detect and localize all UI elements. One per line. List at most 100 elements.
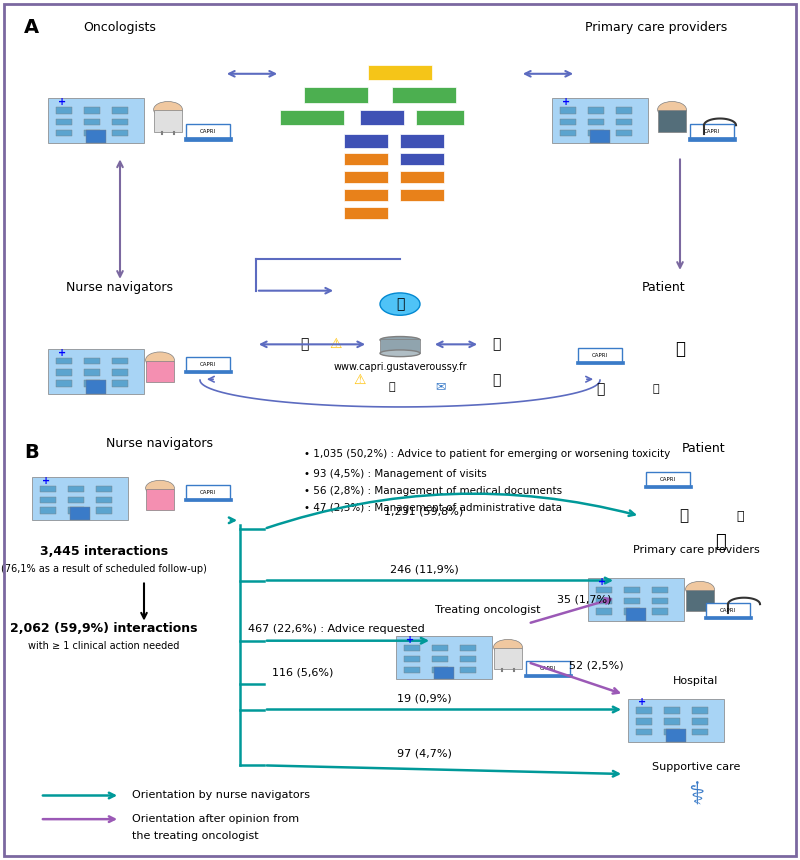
Bar — [652, 587, 668, 593]
Bar — [432, 655, 448, 662]
Bar — [692, 718, 708, 724]
Text: 🏠: 🏠 — [596, 382, 604, 396]
Bar — [400, 188, 444, 201]
Text: Supportive care: Supportive care — [652, 762, 740, 771]
Text: • 56 (2,8%) : Management of medical documents: • 56 (2,8%) : Management of medical docu… — [304, 486, 562, 496]
Bar — [692, 729, 708, 735]
Text: +: + — [598, 577, 606, 587]
Text: 👤: 👤 — [675, 340, 685, 358]
Circle shape — [154, 101, 182, 118]
Bar — [40, 507, 56, 513]
Circle shape — [380, 293, 420, 316]
Bar — [432, 666, 448, 673]
Bar — [112, 358, 128, 365]
Text: ✉: ✉ — [434, 380, 446, 393]
Bar — [380, 339, 420, 353]
FancyBboxPatch shape — [552, 98, 648, 143]
Bar — [596, 587, 612, 593]
Text: Primary care providers: Primary care providers — [633, 544, 759, 555]
FancyBboxPatch shape — [628, 698, 724, 741]
Text: Orientation by nurse navigators: Orientation by nurse navigators — [132, 790, 310, 801]
Text: 467 (22,6%) : Advice requested: 467 (22,6%) : Advice requested — [248, 624, 424, 635]
Text: CAPRI: CAPRI — [720, 608, 736, 613]
Circle shape — [494, 640, 522, 655]
Bar — [68, 486, 84, 492]
FancyBboxPatch shape — [524, 674, 572, 678]
Text: CAPRI: CAPRI — [200, 362, 216, 367]
Bar — [344, 153, 388, 165]
Text: CAPRI: CAPRI — [592, 353, 608, 358]
Text: ⚠: ⚠ — [330, 337, 342, 352]
Bar — [596, 598, 612, 604]
FancyBboxPatch shape — [154, 110, 182, 132]
Bar — [636, 718, 652, 724]
Bar — [432, 645, 448, 652]
Bar — [112, 130, 128, 137]
FancyBboxPatch shape — [690, 125, 734, 139]
FancyBboxPatch shape — [186, 125, 230, 139]
Circle shape — [658, 101, 686, 118]
Bar — [40, 486, 56, 492]
Bar — [460, 645, 476, 652]
Bar — [56, 130, 72, 137]
FancyBboxPatch shape — [658, 110, 686, 132]
Bar — [112, 369, 128, 376]
Bar — [84, 119, 100, 126]
Text: ⚕: ⚕ — [688, 781, 704, 810]
FancyBboxPatch shape — [396, 636, 492, 679]
Bar — [84, 369, 100, 376]
Bar — [626, 609, 646, 621]
Bar — [416, 109, 464, 126]
Bar — [404, 666, 420, 673]
Bar — [652, 598, 668, 604]
FancyBboxPatch shape — [48, 98, 144, 143]
Bar — [112, 119, 128, 126]
Bar — [70, 507, 90, 520]
Bar — [112, 380, 128, 387]
FancyBboxPatch shape — [184, 138, 232, 141]
Bar — [616, 108, 632, 114]
Text: 🔒: 🔒 — [492, 373, 500, 387]
Text: Orientation after opinion from: Orientation after opinion from — [132, 814, 299, 824]
Bar — [400, 134, 444, 148]
Bar — [692, 707, 708, 714]
Ellipse shape — [380, 350, 420, 357]
Bar — [56, 380, 72, 387]
Text: CAPRI: CAPRI — [660, 477, 676, 482]
Text: 116 (5,6%): 116 (5,6%) — [272, 667, 334, 678]
Bar — [56, 108, 72, 114]
Text: B: B — [24, 443, 38, 462]
Text: • 93 (4,5%) : Management of visits: • 93 (4,5%) : Management of visits — [304, 469, 486, 479]
Text: 📞: 📞 — [389, 382, 395, 392]
Text: 🌐: 🌐 — [396, 297, 404, 311]
Bar — [588, 119, 604, 126]
Bar — [664, 718, 680, 724]
Bar — [56, 119, 72, 126]
Bar — [56, 358, 72, 365]
Text: +: + — [562, 97, 570, 108]
Bar — [96, 496, 112, 503]
Bar — [666, 729, 686, 741]
Bar — [96, 507, 112, 513]
Text: 19 (0,9%): 19 (0,9%) — [397, 693, 451, 703]
Bar — [112, 108, 128, 114]
Bar — [84, 358, 100, 365]
Text: the treating oncologist: the treating oncologist — [132, 832, 258, 841]
Bar — [596, 609, 612, 615]
FancyBboxPatch shape — [48, 349, 144, 394]
Bar — [404, 655, 420, 662]
Bar — [636, 729, 652, 735]
Bar — [400, 153, 444, 165]
Text: +: + — [406, 635, 414, 645]
Circle shape — [146, 352, 174, 368]
FancyBboxPatch shape — [644, 484, 692, 488]
Text: CAPRI: CAPRI — [704, 129, 720, 134]
Text: Treating oncologist: Treating oncologist — [435, 605, 541, 615]
Bar — [344, 188, 388, 201]
Bar — [404, 645, 420, 652]
Bar — [344, 134, 388, 148]
Text: 3,445 interactions: 3,445 interactions — [40, 544, 168, 557]
Bar — [624, 609, 640, 615]
Text: with ≥ 1 clinical action needed: with ≥ 1 clinical action needed — [28, 642, 180, 651]
Text: CAPRI: CAPRI — [540, 666, 556, 671]
